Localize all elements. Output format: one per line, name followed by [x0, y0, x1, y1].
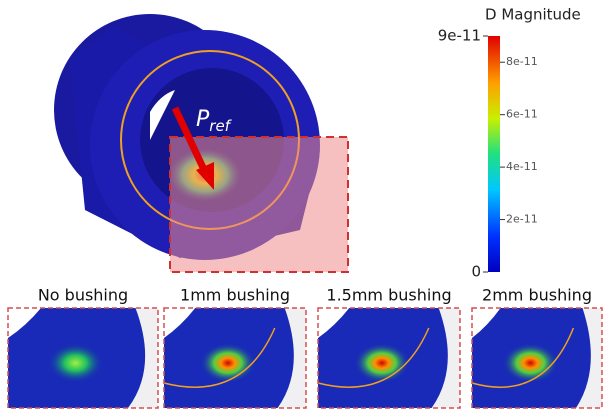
panel-blob — [354, 343, 410, 383]
label-main: P — [196, 107, 210, 132]
panel: 2mm bushing — [472, 286, 602, 409]
colorbar-title: D Magnitude — [485, 6, 581, 24]
panel-title: No bushing — [38, 286, 128, 305]
colorbar-tick-label: 8e-11 — [506, 55, 538, 68]
colorbar-ramp — [488, 36, 500, 272]
panel-blob — [200, 343, 256, 383]
colorbar: D Magnitude 9e-11 8e-11 6e-11 4e-11 2e-11 0 — [438, 6, 581, 281]
panel: 1.5mm bushing — [318, 286, 460, 409]
panel: No bushing — [8, 286, 158, 409]
panels: No bushing 1mm bushing 1.5mm bushing 2mm bu… — [8, 286, 602, 409]
panel-title: 2mm bushing — [482, 286, 592, 305]
main-view: Pref — [54, 14, 348, 272]
colorbar-tick-label: 2e-11 — [506, 213, 538, 226]
panel-blob — [503, 343, 559, 383]
colorbar-tick-label: 9e-11 — [438, 27, 481, 45]
panel: 1mm bushing — [164, 286, 306, 409]
colorbar-tick-label: 4e-11 — [506, 160, 538, 173]
figure: Pref D Magnitude 9e-11 8e-11 6e-11 4e-11 2e-… — [0, 0, 605, 409]
colorbar-tick-label: 0 — [471, 263, 481, 281]
panel-title: 1mm bushing — [180, 286, 290, 305]
colorbar-tick-label: 6e-11 — [506, 108, 538, 121]
label-subscript: ref — [209, 117, 232, 135]
panel-title: 1.5mm bushing — [326, 286, 451, 305]
panel-blob — [48, 343, 104, 383]
